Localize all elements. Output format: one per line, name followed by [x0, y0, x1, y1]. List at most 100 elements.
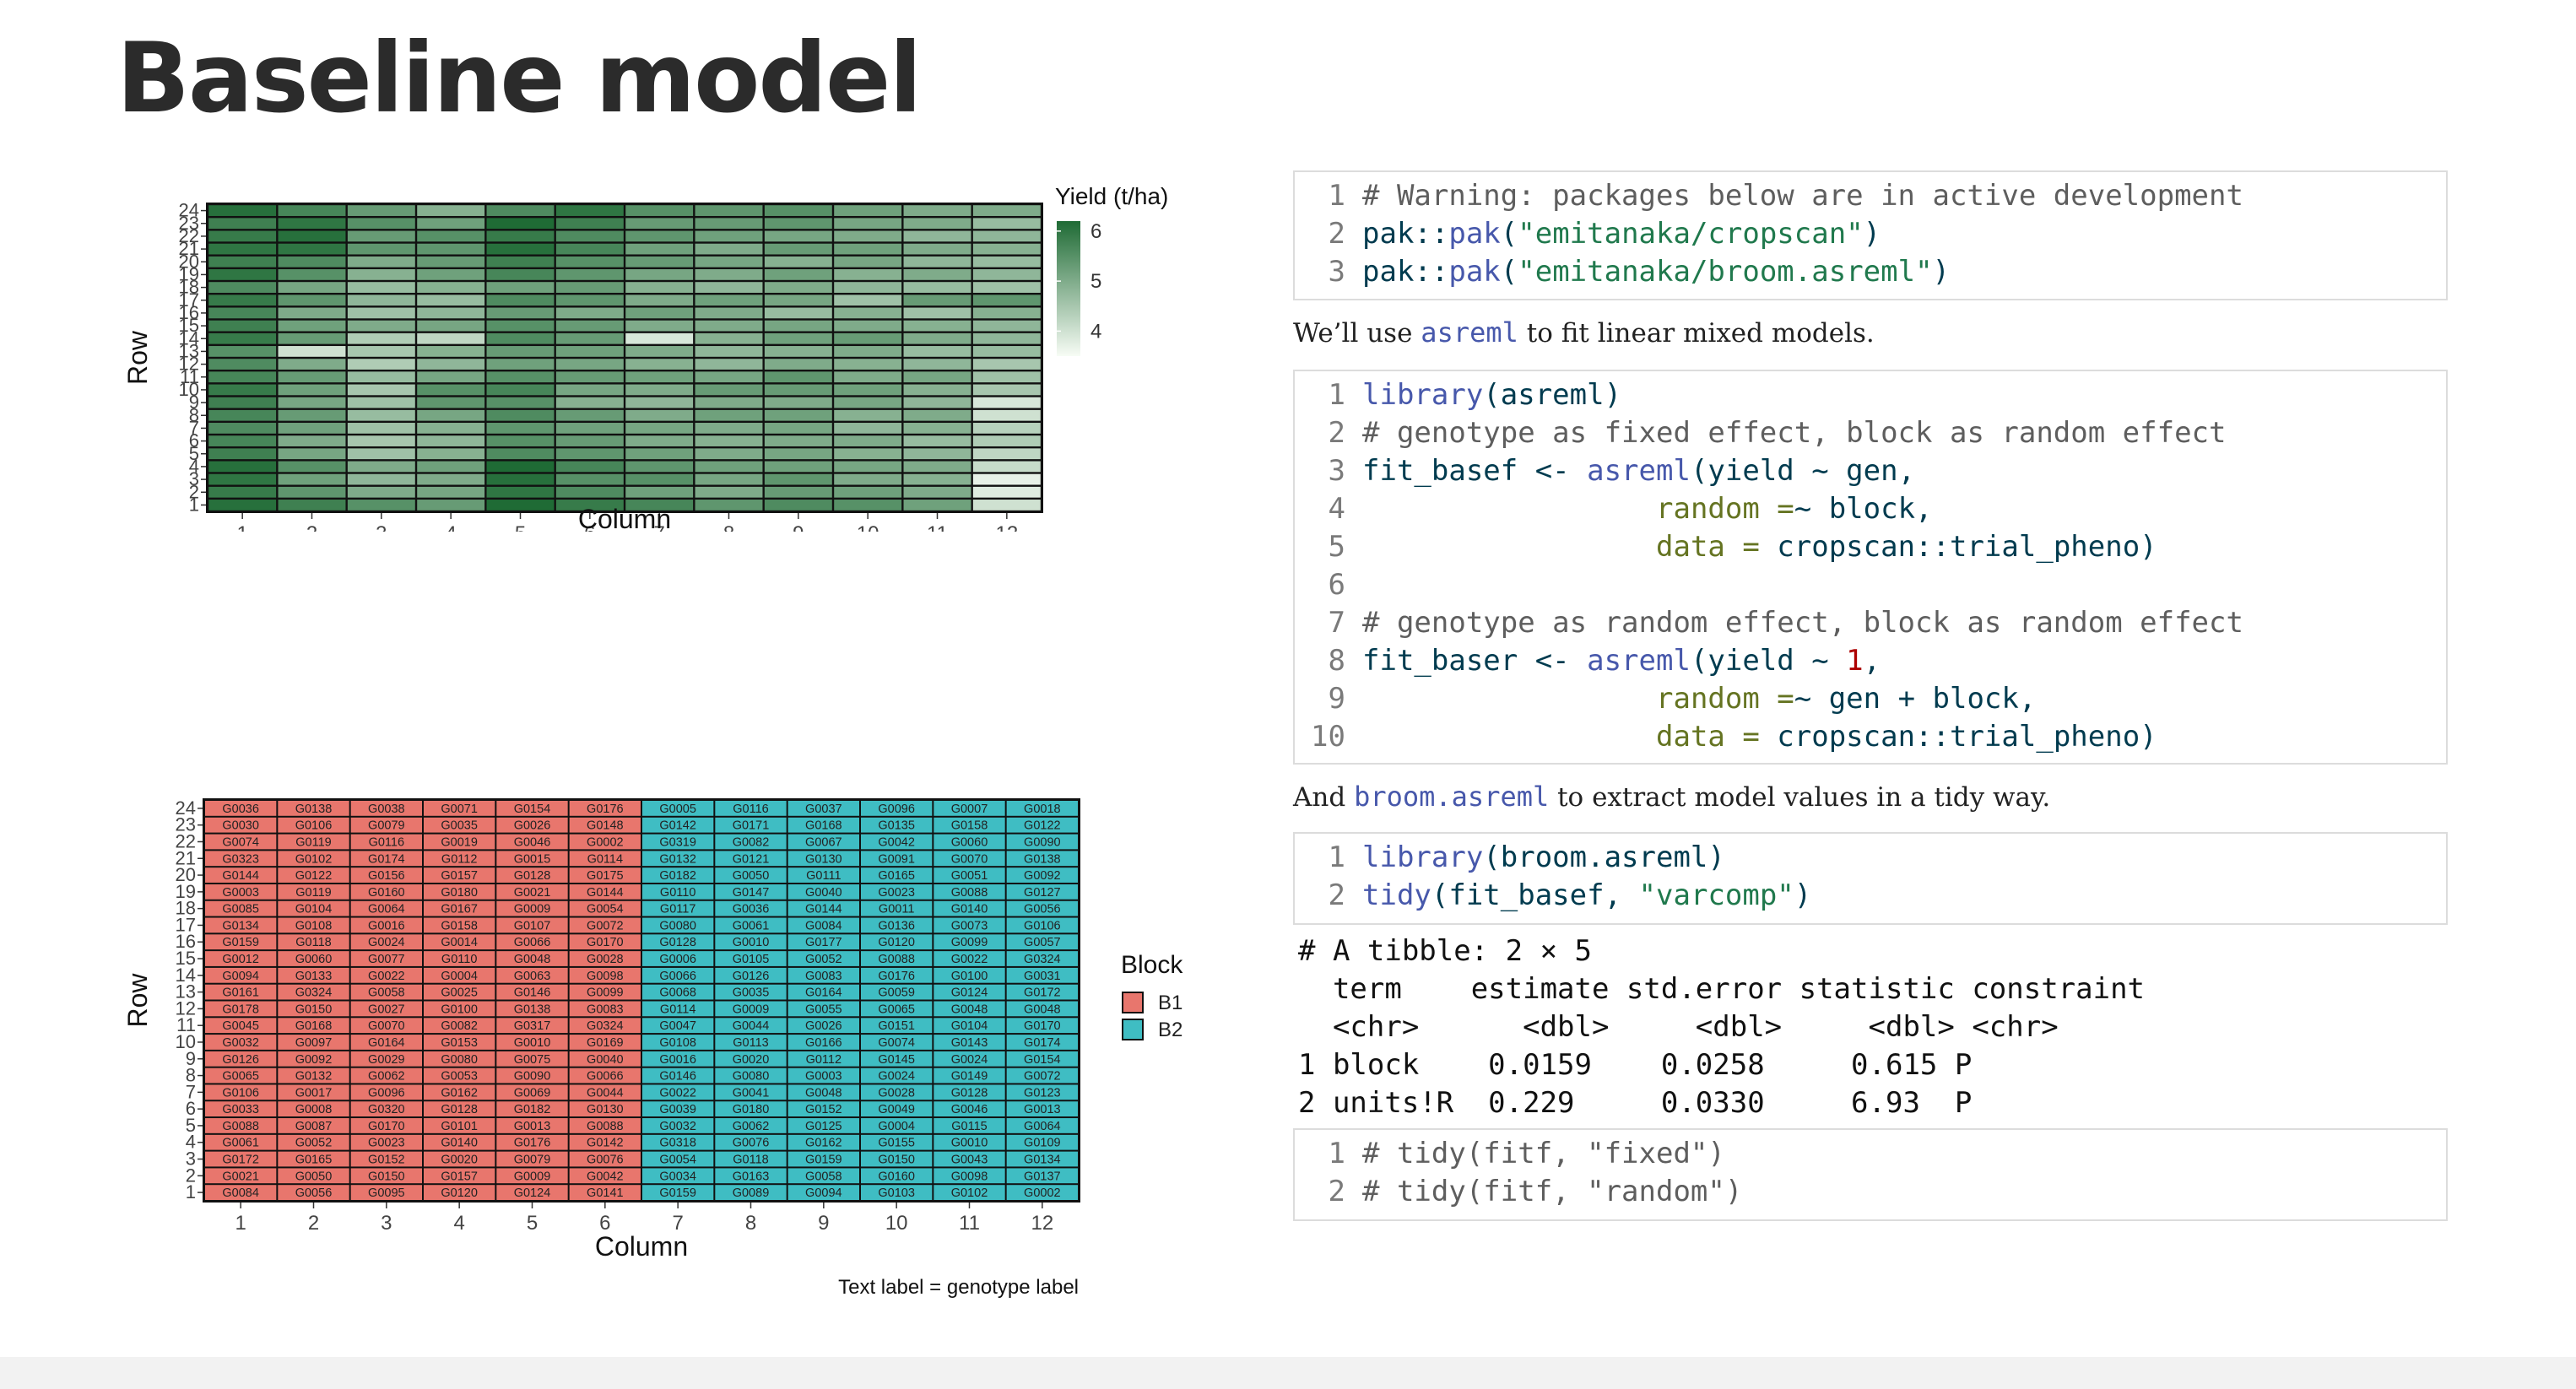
x-tick-label: 5: [527, 1212, 538, 1235]
heatmap-cell: [555, 230, 624, 242]
genotype-label: G0091: [878, 852, 915, 866]
plot-cell: [715, 1168, 787, 1184]
code-text: random =~ gen + block,: [1362, 680, 2036, 718]
heatmap-cell: [972, 332, 1041, 344]
heatmap-cell: [695, 435, 763, 446]
code-block-fit-models[interactable]: 1 library(asreml) 2 # genotype as fixed eff…: [1293, 370, 2448, 765]
heatmap-cell: [625, 384, 694, 396]
code-text: # tidy(fitf, "random"): [1362, 1173, 1742, 1211]
genotype-label: G0029: [368, 1053, 405, 1067]
plot-cell: [278, 851, 349, 867]
x-tick-label: 1: [236, 522, 247, 532]
plot-cell: [278, 1018, 349, 1034]
code-text: fit_basef <- asreml(yield ~ gen,: [1362, 452, 1915, 490]
genotype-label: G0109: [1024, 1137, 1061, 1150]
plot-cell: [350, 1084, 422, 1100]
genotype-label: G0044: [587, 1086, 624, 1100]
heatmap-cell: [555, 282, 624, 293]
code-token: pak::: [1362, 255, 1449, 289]
genotype-label: G0074: [878, 1036, 915, 1050]
plot-cell: [715, 951, 787, 966]
code-line: 3 pak::pak("emitanaka/broom.asreml"): [1295, 253, 2446, 291]
plot-cell: [861, 867, 933, 883]
x-tick-label: 8: [745, 1212, 756, 1235]
genotype-label: G0060: [295, 953, 333, 966]
heatmap-cell: [834, 269, 902, 280]
heatmap-cell: [695, 461, 763, 473]
y-tick-label: 14: [176, 965, 196, 986]
genotype-label: G0010: [951, 1137, 988, 1150]
heatmap-cell: [278, 384, 346, 396]
plot-cell: [1006, 1067, 1078, 1084]
heatmap-cell: [417, 346, 485, 357]
plot-cell: [934, 1134, 1005, 1150]
code-token: tidy: [1362, 878, 1431, 912]
genotype-label: G0002: [1024, 1186, 1061, 1200]
genotype-label: G0023: [368, 1137, 405, 1150]
plot-cell: [787, 817, 859, 833]
code-text: fit_baser <- asreml(yield ~ 1,: [1362, 642, 1881, 680]
code-block-install[interactable]: 1 # Warning: packages below are in active…: [1293, 170, 2448, 300]
code-block-tidy-comments[interactable]: 1 # tidy(fitf, "fixed") 2 # tidy(fitf, "ran…: [1293, 1128, 2448, 1221]
code-line: 2 tidy(fit_basef, "varcomp"): [1295, 877, 2446, 915]
genotype-label: G0026: [805, 1019, 842, 1033]
genotype-label: G0162: [441, 1086, 478, 1100]
heatmap-cell: [208, 384, 277, 396]
heatmap-cell: [486, 461, 555, 473]
genotype-label: G0022: [951, 953, 988, 966]
plot-cell: [569, 1118, 641, 1133]
heatmap-cell: [486, 473, 555, 485]
plot-cell: [1006, 1118, 1078, 1133]
heatmap-cell: [834, 500, 902, 511]
heatmap-cell: [208, 473, 277, 485]
plot-cell: [205, 934, 277, 950]
x-tick-label: 7: [672, 1212, 683, 1235]
genotype-label: G0004: [878, 1120, 915, 1133]
plot-cell: [569, 1051, 641, 1067]
plot-cell: [350, 934, 422, 950]
heatmap-cell: [695, 409, 763, 421]
genotype-label: G0159: [659, 1186, 696, 1200]
heatmap-cell: [208, 243, 277, 255]
heatmap-cell: [417, 397, 485, 408]
genotype-label: G0065: [878, 1003, 915, 1016]
y-tick-label: 24: [179, 200, 199, 221]
heatmap-cell: [486, 332, 555, 344]
plot-cell: [787, 934, 859, 950]
genotype-label: G0071: [441, 803, 478, 816]
genotype-label: G0126: [222, 1053, 259, 1067]
code-token: pak: [1448, 217, 1501, 251]
heatmap-cell: [278, 243, 346, 255]
code-block-tidy[interactable]: 1 library(broom.asreml) 2 tidy(fit_basef, "…: [1293, 832, 2448, 925]
plot-cell: [861, 1001, 933, 1017]
line-number: 6: [1328, 568, 1345, 602]
plot-cell: [278, 1067, 349, 1084]
heatmap-cell: [903, 320, 971, 332]
plot-cell: [715, 984, 787, 1000]
plot-cell: [350, 867, 422, 883]
heatmap-cell: [834, 384, 902, 396]
heatmap-cell: [486, 230, 555, 242]
heatmap-cell: [625, 295, 694, 306]
plot-cell: [496, 1084, 568, 1100]
genotype-label: G0028: [878, 1086, 915, 1100]
y-tick-label: 19: [176, 881, 196, 902]
plot-cell: [861, 984, 933, 1000]
genotype-label: G0150: [878, 1154, 915, 1167]
page-title: Baseline model: [116, 22, 922, 134]
code-token: [1362, 530, 1656, 564]
plot-cell: [861, 1018, 933, 1034]
heatmap-cell: [834, 205, 902, 216]
plot-cell: [205, 817, 277, 833]
heatmap-cell: [764, 423, 832, 434]
genotype-label: G0116: [369, 835, 404, 849]
x-tick-label: 10: [885, 1212, 908, 1235]
genotype-label: G0037: [805, 803, 842, 816]
legend-label: B1: [1158, 992, 1182, 1014]
genotype-label: G0180: [733, 1103, 770, 1116]
genotype-label: G0094: [222, 970, 259, 983]
heatmap-cell: [695, 473, 763, 485]
plot-cell: [350, 967, 422, 983]
y-tick-label: 12: [176, 997, 196, 1019]
heatmap-cell: [555, 332, 624, 344]
